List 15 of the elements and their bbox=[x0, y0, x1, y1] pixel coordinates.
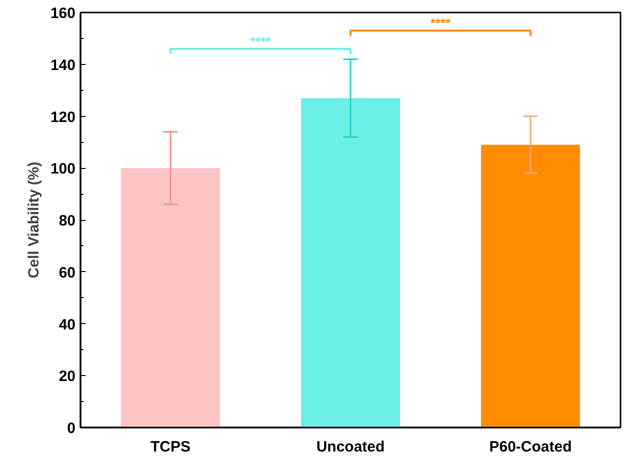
x-tick-label: TCPS bbox=[150, 438, 191, 456]
y-tick-label: 0 bbox=[67, 420, 76, 437]
y-tick-label: 20 bbox=[58, 368, 76, 386]
y-tick-label: 140 bbox=[50, 56, 76, 74]
annotation: **** bbox=[430, 16, 452, 31]
x-tick-label: P60-Coated bbox=[489, 438, 572, 456]
x-tick-label: Uncoated bbox=[316, 438, 385, 456]
y-axis-title: Cell Viability (%) bbox=[25, 162, 42, 278]
annotation: **** bbox=[250, 34, 272, 49]
y-tick-label: 100 bbox=[50, 160, 76, 178]
y-tick-label: 40 bbox=[58, 316, 76, 334]
y-tick-label: 80 bbox=[58, 212, 76, 230]
y-tick-label: 160 bbox=[50, 5, 76, 22]
y-tick-label: 120 bbox=[50, 108, 76, 126]
y-tick-label: 60 bbox=[58, 264, 76, 282]
